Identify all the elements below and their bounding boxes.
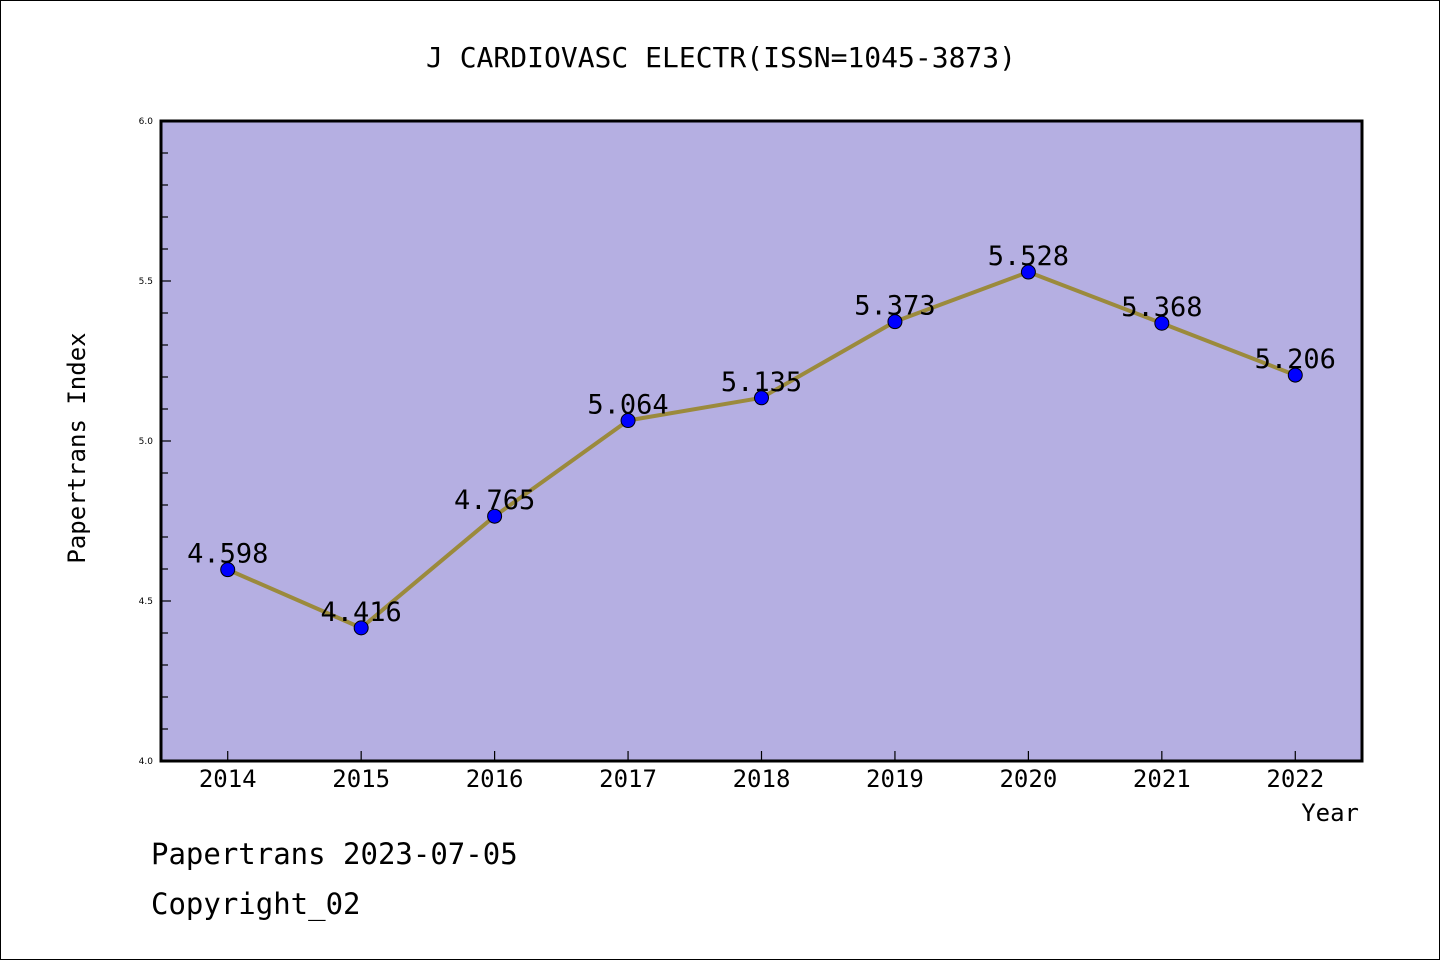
x-tick-label: 2018 [733,765,791,793]
x-tick-label: 2022 [1266,765,1324,793]
data-series: 4.5984.4164.7655.0645.1355.3735.5285.368… [187,241,1336,636]
x-axis-label: Year [1301,799,1359,827]
data-point [1154,315,1170,331]
x-tick-label: 2014 [199,765,257,793]
footer-copyright: Copyright_02 [151,887,361,922]
y-axis-label: Papertrans Index [63,332,91,563]
x-tick-label: 2019 [866,765,924,793]
y-axis: 4.0 4.5 5.0 5.5 6.0 [139,117,171,767]
data-point [220,562,236,578]
data-point [353,620,369,636]
data-point [487,508,503,524]
x-axis: 2014 2015 2016 2017 2018 2019 2020 2021 2022 [199,751,1324,793]
y-tick-label: 6.0 [139,117,154,127]
x-tick-label: 2015 [332,765,390,793]
data-point [1287,367,1303,383]
x-tick-label: 2016 [466,765,524,793]
x-tick-label: 2020 [999,765,1057,793]
footer-date: Papertrans 2023-07-05 [151,837,518,871]
data-point [620,413,636,429]
chart-title: J CARDIOVASC ELECTR(ISSN=1045-3873) [426,41,1016,74]
y-tick-label: 5.5 [139,277,153,287]
x-tick-label: 2021 [1133,765,1191,793]
plot-area [159,119,1364,763]
data-point [754,390,769,406]
y-tick-label: 4.5 [139,597,153,607]
y-tick-label: 4.0 [139,757,154,767]
data-point [887,314,903,330]
data-point [1020,264,1036,280]
x-tick-label: 2017 [599,765,657,793]
y-tick-label: 5.0 [139,437,154,447]
